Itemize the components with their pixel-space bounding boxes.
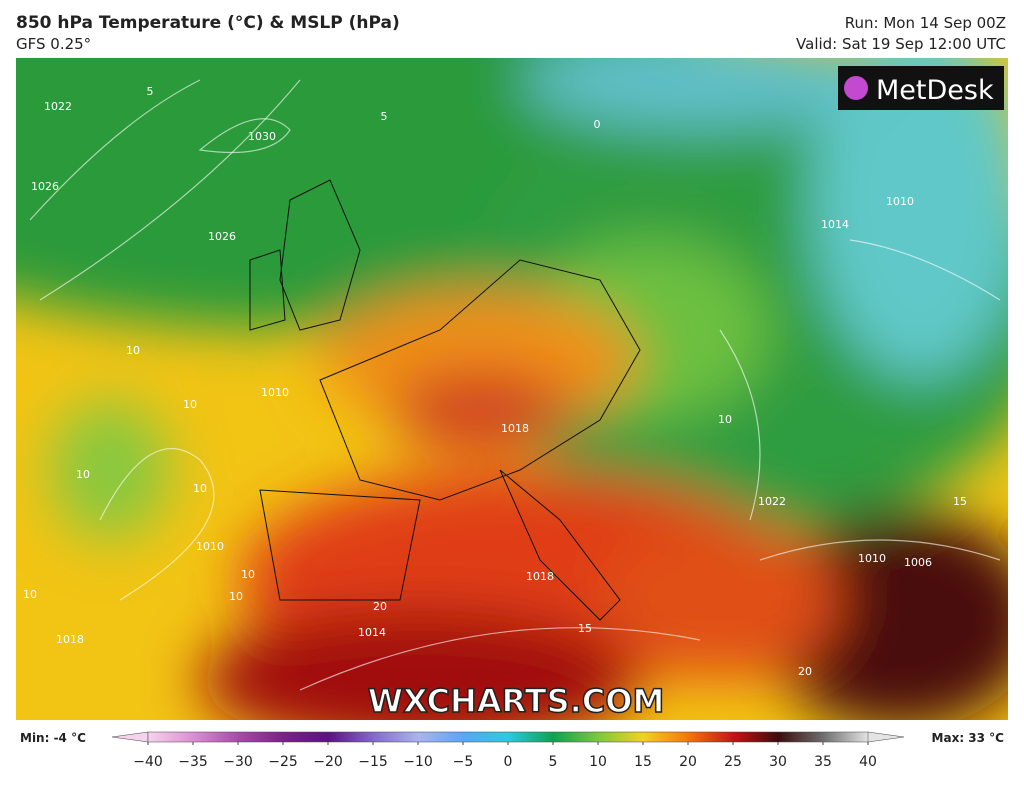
logo: MetDesk xyxy=(876,75,994,106)
colorbar-segment xyxy=(238,732,284,742)
contour-label: 5 xyxy=(147,85,154,98)
colorbar-tick-label: 35 xyxy=(814,754,832,770)
colorbar-segment xyxy=(148,732,194,742)
colorbar-tick-label: 5 xyxy=(549,754,558,770)
contour-label: 1018 xyxy=(56,633,84,646)
contour-label: 10 xyxy=(126,344,140,357)
contour-label: 1030 xyxy=(248,130,276,143)
contour-label: 1010 xyxy=(261,386,289,399)
contour-label: 1026 xyxy=(208,230,236,243)
contour-label: 1010 xyxy=(196,540,224,553)
contour-label: 1010 xyxy=(886,195,914,208)
model: GFS 0.25° xyxy=(16,35,91,53)
colorbar-segment xyxy=(418,732,464,742)
colorbar-segment xyxy=(283,732,329,742)
contour-label: 10 xyxy=(229,590,243,603)
colorbar-tick-label: −25 xyxy=(268,754,298,770)
contour-label: 1018 xyxy=(526,570,554,583)
colorbar-tick-label: −40 xyxy=(133,754,163,770)
min-label: Min: -4 °C xyxy=(20,731,86,745)
colorbar-segment xyxy=(553,732,599,742)
colorbar-tick-label: −20 xyxy=(313,754,343,770)
colorbar-tick-label: −15 xyxy=(358,754,388,770)
colorbar-segment xyxy=(643,732,689,742)
watermark: WXCHARTS.COM xyxy=(368,682,665,720)
colorbar-tick-label: −5 xyxy=(453,754,474,770)
contour-label: 1022 xyxy=(758,495,786,508)
contour-label: 10 xyxy=(718,413,732,426)
colorbar-segment xyxy=(328,732,374,742)
colorbar-segment xyxy=(373,732,419,742)
colorbar-tick-label: 40 xyxy=(859,754,877,770)
colorbar-segment xyxy=(598,732,644,742)
contour-label: 15 xyxy=(953,495,967,508)
colorbar-low-end xyxy=(111,731,149,743)
colorbar-tick-label: 10 xyxy=(589,754,607,770)
colorbar-segment xyxy=(193,732,239,742)
contour-label: 1026 xyxy=(31,180,59,193)
colorbar-tick-label: −10 xyxy=(403,754,433,770)
contour-label: 0 xyxy=(594,118,601,131)
contour-label: 20 xyxy=(798,665,812,678)
colorbar-segment xyxy=(823,732,869,742)
map xyxy=(16,58,1008,720)
contour-label: 10 xyxy=(193,482,207,495)
colorbar-high-end xyxy=(867,731,905,743)
contour-label: 15 xyxy=(578,622,592,635)
colorbar-segment xyxy=(463,732,509,742)
colorbar-tick-label: 25 xyxy=(724,754,742,770)
colorbar-tick-label: 15 xyxy=(634,754,652,770)
colorbar-tick-label: 30 xyxy=(769,754,787,770)
max-label: Max: 33 °C xyxy=(932,731,1005,745)
colorbar-segment xyxy=(733,732,779,742)
contour-label: 1014 xyxy=(821,218,849,231)
contour-label: 10 xyxy=(183,398,197,411)
colorbar-segment xyxy=(508,732,554,742)
contour-label: 1006 xyxy=(904,556,932,569)
contour-label: 20 xyxy=(373,600,387,613)
contour-label: 10 xyxy=(76,468,90,481)
colorbar-tick-label: −35 xyxy=(178,754,208,770)
logo-icon xyxy=(844,76,868,100)
contour-label: 1014 xyxy=(358,626,386,639)
colorbar-tick-label: 20 xyxy=(679,754,697,770)
colorbar-segment xyxy=(688,732,734,742)
contour-label: 10 xyxy=(241,568,255,581)
contour-label: 5 xyxy=(381,110,388,123)
contour-label: 10 xyxy=(23,588,37,601)
colorbar-tick-label: 0 xyxy=(504,754,513,770)
colorbar-segment xyxy=(778,732,824,742)
contour-label: 1022 xyxy=(44,100,72,113)
title: 850 hPa Temperature (°C) & MSLP (hPa) xyxy=(16,13,400,33)
contour-label: 1018 xyxy=(501,422,529,435)
valid-time: Valid: Sat 19 Sep 12:00 UTC xyxy=(796,35,1006,53)
contour-label: 1010 xyxy=(858,552,886,565)
run-time: Run: Mon 14 Sep 00Z xyxy=(845,14,1006,32)
colorbar-tick-label: −30 xyxy=(223,754,253,770)
